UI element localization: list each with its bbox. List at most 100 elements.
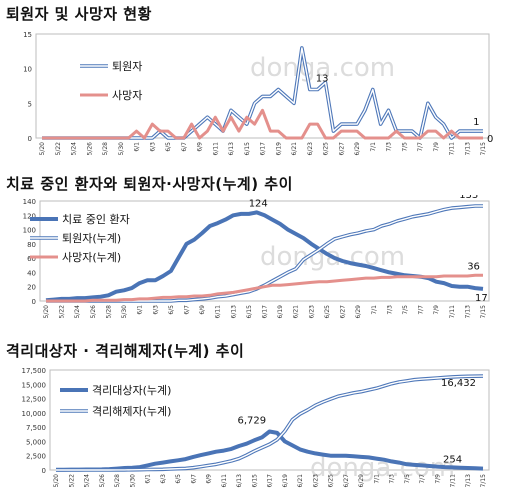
x-tick-label: 6/9 — [197, 142, 204, 152]
x-tick-label: 7/13 — [464, 305, 471, 319]
x-tick-label: 5/24 — [84, 474, 91, 488]
series-line-stroke — [56, 429, 484, 472]
x-tick-label: 6/5 — [165, 142, 172, 152]
legend-entry: 퇴원자 — [80, 60, 142, 73]
x-tick-label: 6/23 — [312, 474, 319, 488]
x-tick-label: 5/28 — [102, 142, 109, 156]
x-tick-label: 5/24 — [74, 305, 81, 319]
x-tick-label: 5/22 — [59, 305, 66, 319]
x-tick-label: 6/11 — [221, 474, 228, 488]
x-tick-label: 7/3 — [389, 474, 396, 484]
chart1-title: 퇴원자 및 사망자 현황 — [6, 5, 152, 23]
y-tick-label: 15 — [23, 31, 32, 39]
x-tick-label: 6/25 — [323, 142, 330, 156]
x-tick-label: 7/9 — [433, 305, 440, 315]
x-tick-label: 6/1 — [145, 474, 152, 484]
series-line — [46, 273, 483, 303]
x-tick-label: 6/27 — [340, 305, 347, 319]
x-tick-label: 6/23 — [308, 305, 315, 319]
x-tick-label: 6/19 — [277, 305, 284, 319]
data-label: 0 — [487, 134, 493, 145]
x-tick-label: 7/15 — [480, 474, 487, 488]
x-tick-label: 6/25 — [324, 305, 331, 319]
y-tick-label: 5 — [28, 100, 32, 108]
x-tick-label: 7/7 — [417, 142, 424, 152]
y-tick-label: 60 — [27, 255, 36, 263]
legend-label: 퇴원자 — [112, 60, 142, 73]
plot-frame — [49, 369, 490, 471]
x-tick-label: 6/15 — [251, 474, 258, 488]
data-label: 17 — [475, 293, 488, 304]
x-tick-label: 6/7 — [190, 474, 197, 484]
series-line — [56, 429, 484, 472]
x-tick-label: 7/11 — [450, 474, 457, 488]
x-tick-label: 6/15 — [246, 305, 253, 319]
x-tick-label: 6/3 — [160, 474, 167, 484]
x-tick-label: 5/22 — [55, 142, 62, 156]
legend-label: 격리해제자(누계) — [92, 404, 171, 418]
x-tick-label: 6/3 — [152, 305, 159, 315]
x-tick-label: 6/17 — [260, 142, 267, 156]
x-tick-label: 6/5 — [168, 305, 175, 315]
x-tick-label: 7/9 — [434, 474, 441, 484]
x-tick-label: 5/28 — [114, 474, 121, 488]
y-tick-label: 7,500 — [26, 424, 46, 432]
y-tick-label: 12,500 — [22, 396, 47, 404]
x-tick-label: 7/5 — [401, 142, 408, 152]
x-tick-label: 7/15 — [480, 305, 487, 319]
x-tick-label: 6/1 — [137, 305, 144, 315]
x-tick-label: 6/7 — [181, 142, 188, 152]
x-tick-label: 6/21 — [297, 474, 304, 488]
x-tick-label: 6/17 — [262, 305, 269, 319]
x-tick-label: 6/13 — [230, 305, 237, 319]
y-tick-label: 0 — [32, 298, 36, 306]
series-line-stroke — [42, 108, 483, 140]
x-tick-label: 6/29 — [354, 142, 361, 156]
data-label: 13 — [316, 73, 329, 84]
x-tick-label: 5/24 — [71, 142, 78, 156]
x-tick-label: 6/7 — [183, 305, 190, 315]
x-tick-label: 7/5 — [402, 305, 409, 315]
data-label: 133 — [459, 195, 478, 201]
y-tick-label: 5,000 — [26, 438, 46, 446]
x-tick-label: 6/17 — [267, 474, 274, 488]
plot-frame — [39, 200, 490, 302]
x-tick-label: 6/9 — [199, 305, 206, 315]
x-tick-label: 7/13 — [465, 474, 472, 488]
y-tick-label: 20 — [27, 284, 36, 292]
x-tick-label: 7/3 — [386, 305, 393, 315]
x-tick-label: 7/7 — [419, 474, 426, 484]
data-label: 124 — [249, 198, 268, 209]
x-tick-label: 5/22 — [68, 474, 75, 488]
x-tick-label: 5/28 — [105, 305, 112, 319]
y-tick-label: 40 — [27, 269, 36, 277]
x-tick-label: 7/11 — [449, 305, 456, 319]
legend-label: 사망자 — [112, 89, 142, 102]
x-tick-label: 6/29 — [355, 305, 362, 319]
x-tick-label: 6/27 — [338, 142, 345, 156]
x-tick-label: 5/20 — [53, 474, 60, 488]
watermark: donga.com — [250, 53, 395, 83]
x-tick-label: 5/30 — [121, 305, 128, 319]
x-tick-label: 5/20 — [39, 142, 46, 156]
x-tick-label: 7/7 — [418, 305, 425, 315]
data-label: 16,432 — [441, 378, 476, 389]
chart3-title: 격리대상자 · 격리해제자(누계) 추이 — [6, 342, 245, 360]
data-label: 6,729 — [238, 416, 267, 427]
x-tick-label: 7/11 — [449, 142, 456, 156]
plot-frame — [35, 33, 490, 139]
chart2-title: 치료 중인 환자와 퇴원자·사망자(누계) 추이 — [6, 175, 293, 193]
data-label: 36 — [467, 261, 480, 272]
legend-label: 사망자(누계) — [62, 251, 121, 264]
x-tick-label: 7/9 — [433, 142, 440, 152]
x-tick-label: 5/20 — [43, 305, 50, 319]
legend-entry: 치료 중인 환자 — [30, 213, 130, 226]
series-line-stroke — [46, 273, 483, 303]
data-label: 1 — [473, 117, 479, 128]
y-tick-label: 10 — [23, 66, 32, 74]
x-tick-label: 7/3 — [386, 142, 393, 152]
x-tick-label: 6/3 — [149, 142, 156, 152]
x-tick-label: 6/13 — [228, 142, 235, 156]
x-tick-label: 6/21 — [293, 305, 300, 319]
